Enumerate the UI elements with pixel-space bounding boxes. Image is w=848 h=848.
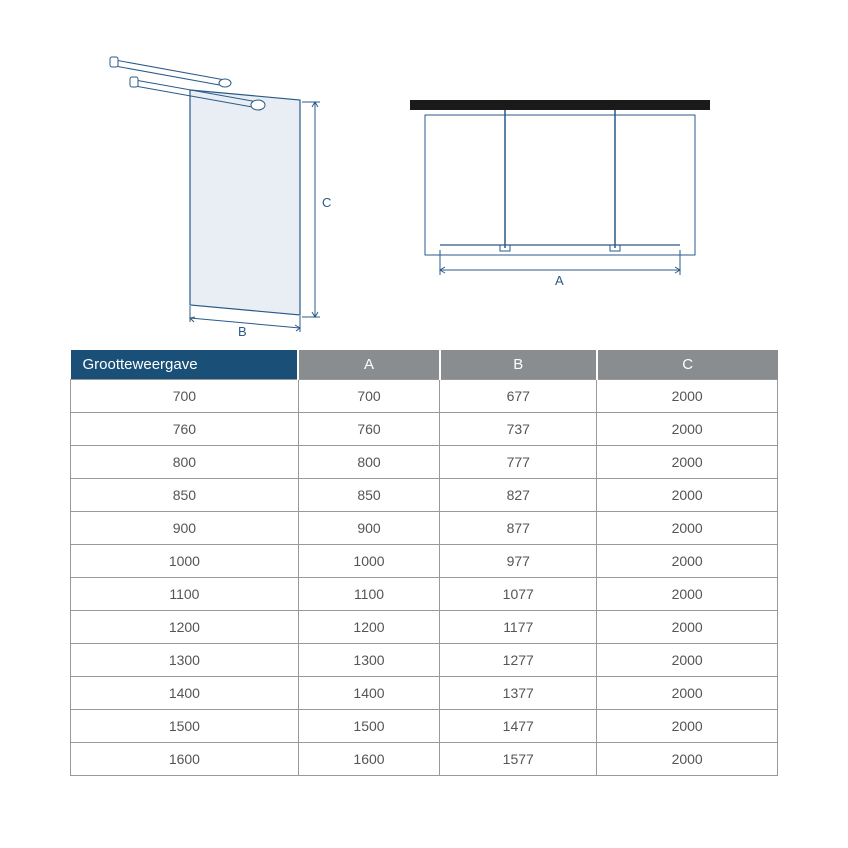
table-cell: 1200 <box>298 611 439 644</box>
table-cell: 1500 <box>71 710 299 743</box>
table-cell: 1100 <box>298 578 439 611</box>
table-cell: 900 <box>298 512 439 545</box>
table-cell: 1177 <box>440 611 597 644</box>
table-cell: 2000 <box>597 743 778 776</box>
table-row: 100010009772000 <box>71 545 778 578</box>
table-cell: 1477 <box>440 710 597 743</box>
table-cell: 1300 <box>71 644 299 677</box>
table-cell: 2000 <box>597 446 778 479</box>
table-cell: 737 <box>440 413 597 446</box>
table-cell: 1400 <box>71 677 299 710</box>
table-cell: 2000 <box>597 611 778 644</box>
table-row: 9009008772000 <box>71 512 778 545</box>
table-row: 1200120011772000 <box>71 611 778 644</box>
size-table: GrootteweergaveABC 700700677200076076073… <box>70 350 778 776</box>
label-c: C <box>322 195 331 210</box>
table-cell: 2000 <box>597 512 778 545</box>
table-cell: 777 <box>440 446 597 479</box>
table-cell: 1000 <box>298 545 439 578</box>
table-cell: 677 <box>440 380 597 413</box>
table-cell: 827 <box>440 479 597 512</box>
table-cell: 2000 <box>597 644 778 677</box>
label-a: A <box>555 273 564 288</box>
table-cell: 800 <box>71 446 299 479</box>
dim-c <box>302 102 320 317</box>
table-cell: 1600 <box>298 743 439 776</box>
table-cell: 700 <box>298 380 439 413</box>
table-row: 1500150014772000 <box>71 710 778 743</box>
table-cell: 1100 <box>71 578 299 611</box>
dim-a <box>440 250 680 275</box>
diagram-topview: A <box>410 90 710 290</box>
table-cell: 1377 <box>440 677 597 710</box>
table-cell: 850 <box>298 479 439 512</box>
wall <box>410 100 710 110</box>
table-cell: 760 <box>71 413 299 446</box>
table-cell: 977 <box>440 545 597 578</box>
table-cell: 2000 <box>597 413 778 446</box>
label-b: B <box>238 324 247 339</box>
table-cell: 1277 <box>440 644 597 677</box>
table-cell: 2000 <box>597 545 778 578</box>
table-row: 7007006772000 <box>71 380 778 413</box>
table-cell: 900 <box>71 512 299 545</box>
col-header: A <box>298 350 439 380</box>
table-cell: 2000 <box>597 677 778 710</box>
glass-panel <box>190 90 300 315</box>
table-cell: 850 <box>71 479 299 512</box>
table-cell: 700 <box>71 380 299 413</box>
frame-outline <box>425 115 695 255</box>
table-cell: 1600 <box>71 743 299 776</box>
table-row: 1100110010772000 <box>71 578 778 611</box>
table-cell: 2000 <box>597 578 778 611</box>
table-cell: 1400 <box>298 677 439 710</box>
table-header-row: GrootteweergaveABC <box>71 350 778 380</box>
table-cell: 1300 <box>298 644 439 677</box>
col-header: Grootteweergave <box>71 350 299 380</box>
table-cell: 2000 <box>597 710 778 743</box>
table-cell: 1077 <box>440 578 597 611</box>
table-row: 8008007772000 <box>71 446 778 479</box>
table-cell: 2000 <box>597 380 778 413</box>
table-cell: 1000 <box>71 545 299 578</box>
table-cell: 1200 <box>71 611 299 644</box>
table-cell: 1577 <box>440 743 597 776</box>
table-cell: 2000 <box>597 479 778 512</box>
table-row: 7607607372000 <box>71 413 778 446</box>
col-header: C <box>597 350 778 380</box>
table-cell: 800 <box>298 446 439 479</box>
table-row: 1600160015772000 <box>71 743 778 776</box>
table-cell: 760 <box>298 413 439 446</box>
table-cell: 877 <box>440 512 597 545</box>
table-cell: 1500 <box>298 710 439 743</box>
diagram-perspective: C B <box>70 40 350 340</box>
table-row: 1400140013772000 <box>71 677 778 710</box>
table-row: 1300130012772000 <box>71 644 778 677</box>
table-row: 8508508272000 <box>71 479 778 512</box>
col-header: B <box>440 350 597 380</box>
